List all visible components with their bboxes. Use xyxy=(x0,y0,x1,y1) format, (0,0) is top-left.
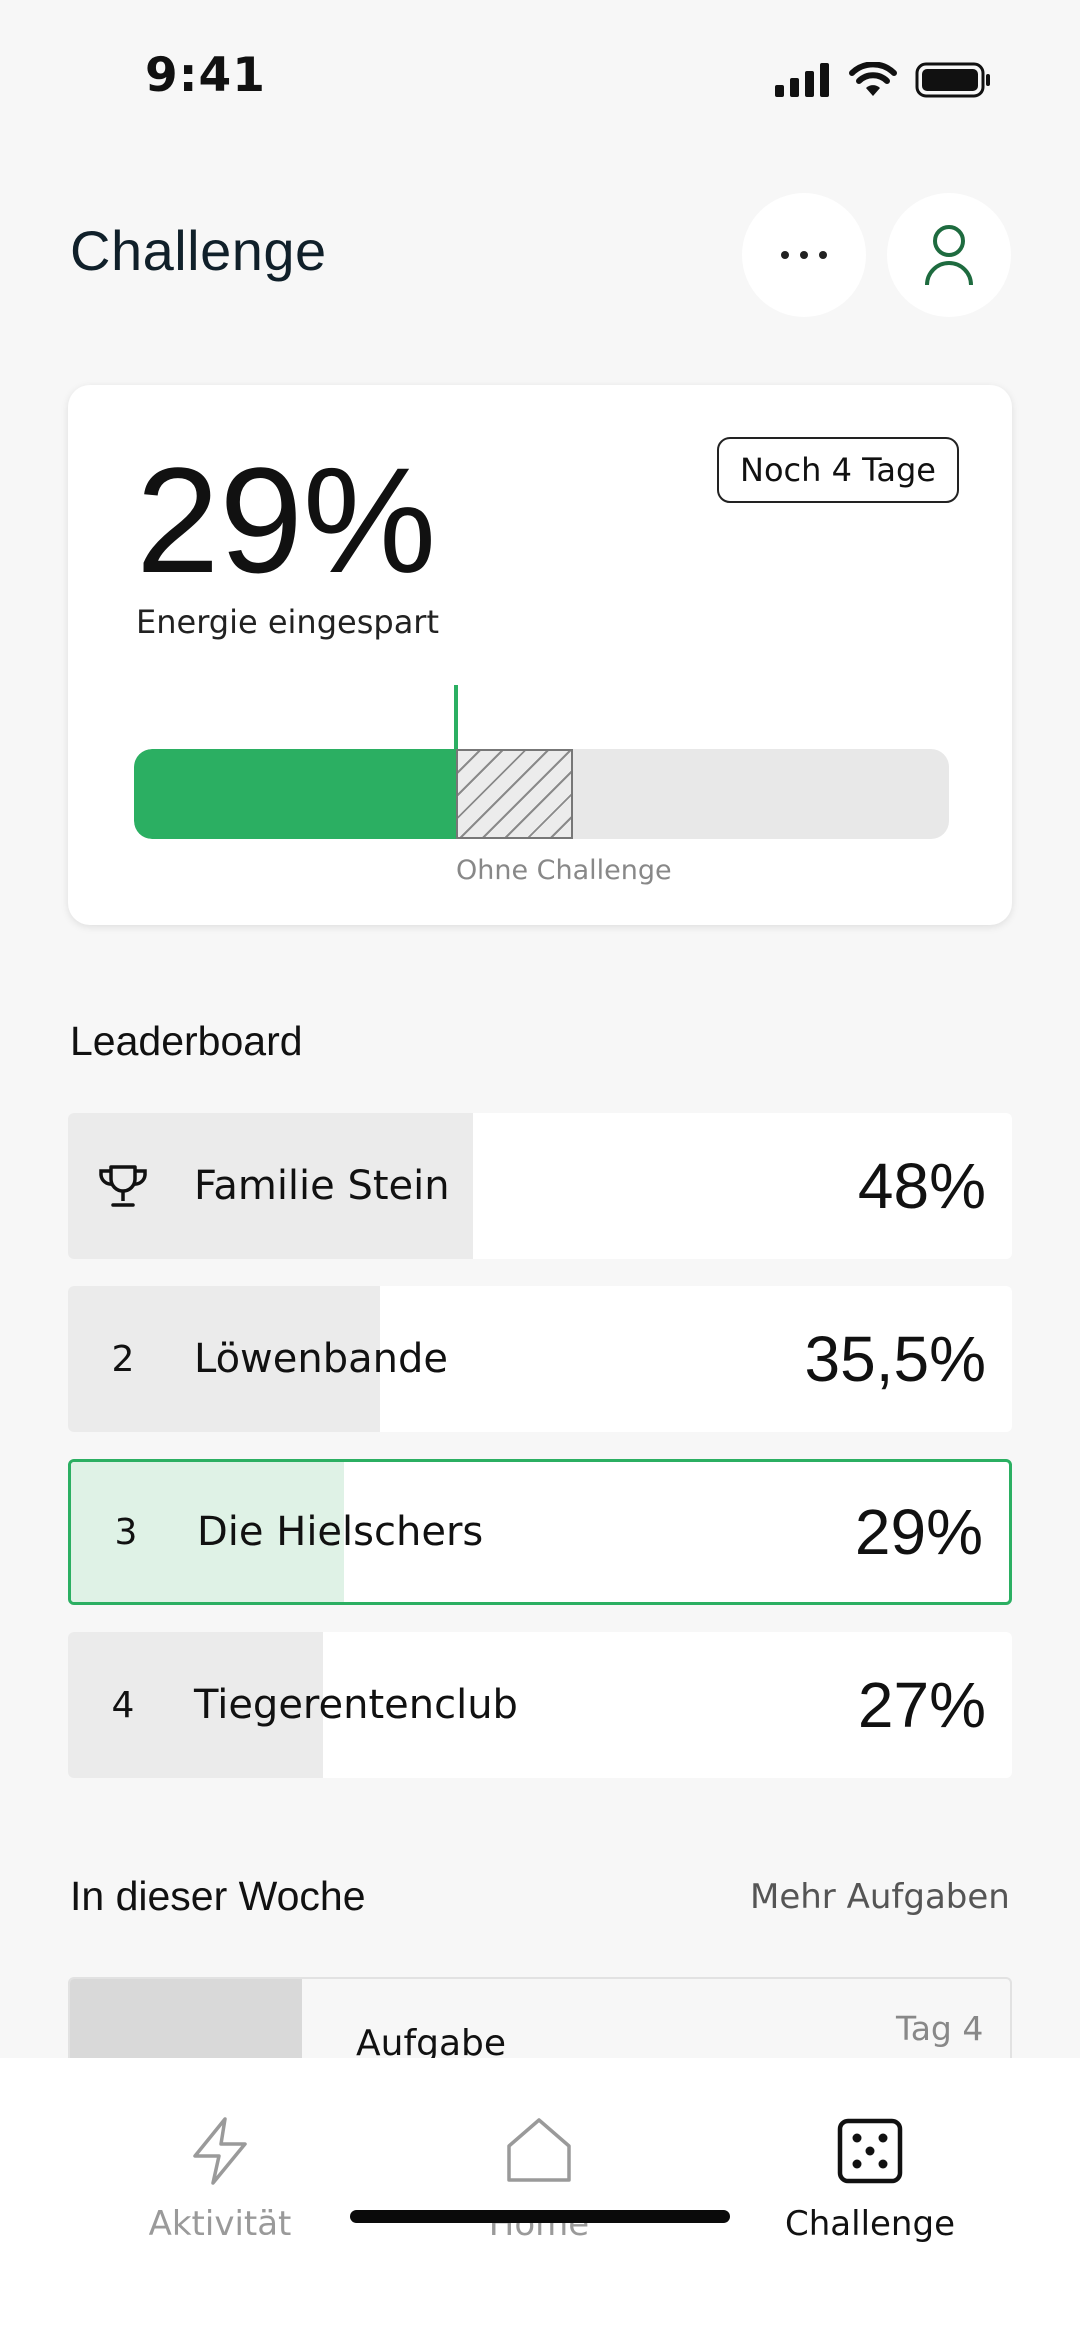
week-section-title: In dieser Woche xyxy=(70,1873,366,1919)
status-icons xyxy=(775,58,991,102)
energy-progress-fill xyxy=(134,749,456,839)
leaderboard-rank: 4 xyxy=(111,1684,135,1726)
more-tasks-link[interactable]: Mehr Aufgaben xyxy=(750,1877,1010,1917)
bottom-navigation: Aktivität Home Challenge xyxy=(0,2058,1080,2341)
trophy-icon xyxy=(99,1165,147,1207)
leaderboard-value: 27% xyxy=(857,1669,986,1741)
leaderboard-name: Tiegerentenclub xyxy=(194,1682,518,1728)
task-day-label: Tag 4 xyxy=(896,2009,984,2048)
cellular-signal-icon xyxy=(775,63,829,97)
profile-button[interactable] xyxy=(887,193,1011,317)
leaderboard-rank: 3 xyxy=(114,1511,138,1553)
task-title: Aufgabe xyxy=(356,2023,507,2064)
nav-item-home[interactable]: Home xyxy=(409,2116,669,2244)
days-remaining-badge: Noch 4 Tage xyxy=(717,437,959,503)
home-icon xyxy=(507,2118,571,2182)
leaderboard-rank xyxy=(68,1113,178,1259)
leaderboard-row[interactable]: 4 Tiegerentenclub 27% xyxy=(68,1632,1012,1778)
lightning-icon xyxy=(193,2117,247,2185)
leaderboard-name: Löwenbande xyxy=(194,1336,448,1382)
home-indicator[interactable] xyxy=(350,2210,730,2223)
user-icon xyxy=(925,225,973,286)
more-options-button[interactable] xyxy=(742,193,866,317)
leaderboard-score-bar xyxy=(68,1113,473,1259)
nav-label-challenge: Challenge xyxy=(785,2204,955,2244)
more-horizontal-icon xyxy=(781,251,827,259)
status-time: 9:41 xyxy=(145,48,266,103)
page-title: Challenge xyxy=(70,219,327,282)
leaderboard-value: 35,5% xyxy=(804,1323,986,1395)
leaderboard-name: Familie Stein xyxy=(194,1163,450,1209)
leaderboard-title: Leaderboard xyxy=(70,1018,303,1064)
battery-icon xyxy=(915,62,990,98)
leaderboard-score-bar xyxy=(68,1632,323,1778)
current-progress-marker xyxy=(454,685,458,749)
energy-saved-label: Energie eingespart xyxy=(136,603,439,641)
leaderboard-rank: 2 xyxy=(111,1338,135,1380)
nav-label-activity: Aktivität xyxy=(148,2204,292,2244)
leaderboard-value: 48% xyxy=(857,1150,986,1222)
energy-progress-bar xyxy=(134,749,949,839)
without-challenge-segment xyxy=(456,749,573,839)
nav-item-challenge[interactable]: Challenge xyxy=(740,2116,1000,2244)
energy-savings-card: Noch 4 Tage 29% Energie eingespart Ohne … xyxy=(68,385,1012,925)
wifi-icon xyxy=(849,62,897,96)
leaderboard-score-bar xyxy=(71,1462,344,1602)
leaderboard-value: 29% xyxy=(854,1496,983,1568)
leaderboard-name: Die Hielschers xyxy=(197,1509,484,1555)
leaderboard-row-current-user[interactable]: 3 Die Hielschers 29% xyxy=(68,1459,1012,1605)
dice-icon xyxy=(837,2118,903,2184)
leaderboard-row[interactable]: Familie Stein 48% xyxy=(68,1113,1012,1259)
leaderboard-row[interactable]: 2 Löwenbande 35,5% xyxy=(68,1286,1012,1432)
nav-item-activity[interactable]: Aktivität xyxy=(90,2116,350,2244)
without-challenge-caption: Ohne Challenge xyxy=(456,855,672,886)
energy-saved-percent: 29% xyxy=(136,436,437,604)
leaderboard-score-bar xyxy=(68,1286,380,1432)
